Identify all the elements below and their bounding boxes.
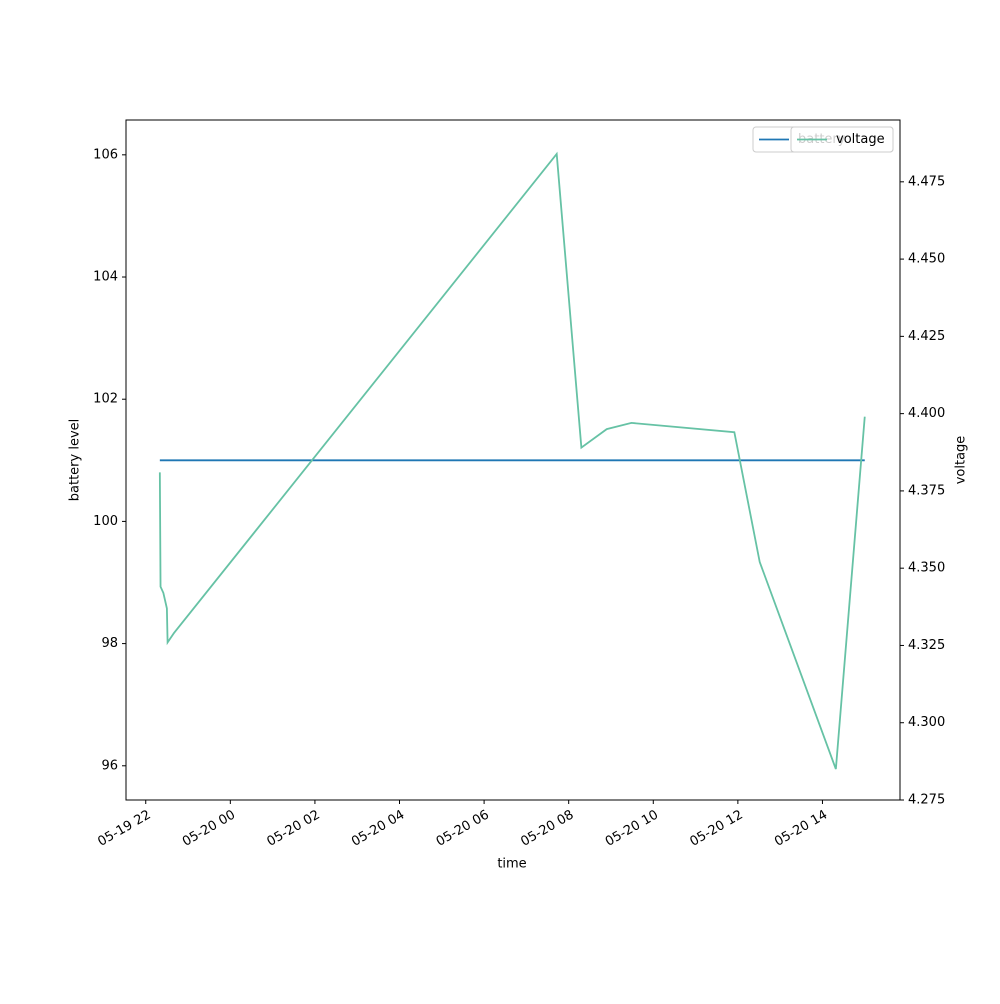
x-tick-label: 05-20 06 bbox=[434, 808, 492, 850]
y-tick-label: 96 bbox=[101, 758, 118, 773]
y2-tick-label: 4.425 bbox=[908, 329, 945, 344]
x-tick-label: 05-20 02 bbox=[265, 808, 323, 850]
y2-tick-label: 4.400 bbox=[908, 406, 945, 421]
y2-tick-label: 4.325 bbox=[908, 638, 945, 653]
y2-axis-label: voltage bbox=[954, 436, 969, 485]
plot-frame bbox=[125, 119, 901, 801]
x-tick-label: 05-20 08 bbox=[518, 808, 576, 850]
x-tick-label: 05-20 04 bbox=[349, 808, 407, 850]
x-tick-label: 05-19 22 bbox=[95, 808, 153, 850]
y-tick-label: 102 bbox=[93, 392, 118, 407]
y2-tick-label: 4.450 bbox=[908, 252, 945, 267]
y2-tick-label: 4.350 bbox=[908, 561, 945, 576]
legend-label: voltage bbox=[836, 132, 885, 147]
y2-tick-label: 4.300 bbox=[908, 715, 945, 730]
legend-box bbox=[790, 126, 894, 153]
x-tick-label: 05-20 00 bbox=[180, 808, 238, 850]
y2-tick-label: 4.275 bbox=[908, 793, 945, 808]
y2-tick-label: 4.475 bbox=[908, 174, 945, 189]
series-line bbox=[158, 151, 866, 770]
y-tick-label: 106 bbox=[93, 147, 118, 162]
x-tick-label: 05-20 10 bbox=[603, 808, 661, 850]
y-tick-label: 98 bbox=[101, 636, 118, 651]
y-tick-label: 104 bbox=[93, 270, 118, 285]
y-axis-label: battery level bbox=[68, 419, 83, 502]
x-axis-label: time bbox=[497, 857, 526, 872]
y2-tick-label: 4.375 bbox=[908, 483, 945, 498]
y-tick-label: 100 bbox=[93, 514, 118, 529]
x-tick-label: 05-20 14 bbox=[772, 808, 830, 850]
x-tick-label: 05-20 12 bbox=[687, 808, 745, 850]
